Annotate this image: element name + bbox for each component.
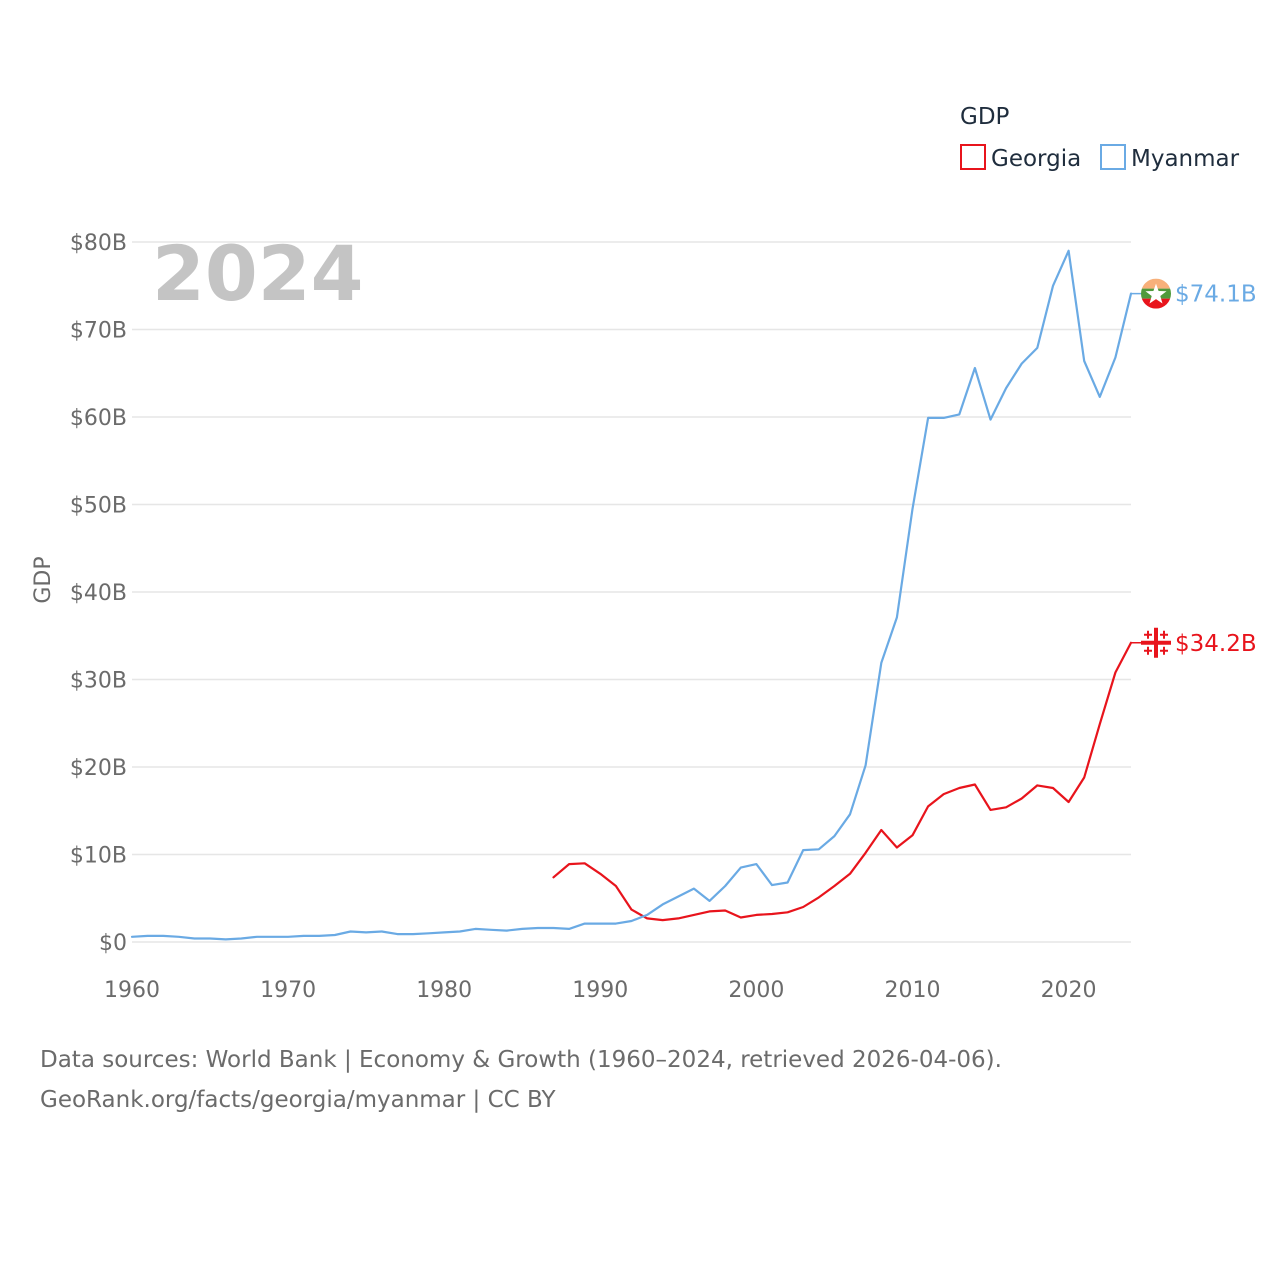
y-tick-label: $20B — [70, 756, 127, 781]
series-line-georgia — [552, 641, 1133, 922]
y-tick-label: $60B — [70, 406, 127, 431]
legend: GDP Georgia Myanmar — [960, 104, 1240, 172]
source-line-2: GeoRank.org/facts/georgia/myanmar | CC B… — [40, 1087, 556, 1113]
gdp-line-chart: $0$10B$20B$30B$40B$50B$60B$70B$80B 1960 1… — [31, 104, 1257, 1003]
y-tick-label: $50B — [70, 494, 127, 519]
legend-swatch-georgia[interactable] — [960, 144, 986, 170]
x-tick-label: 1960 — [104, 978, 160, 1003]
y-tick-label: $40B — [70, 581, 127, 606]
series-end-markers: $34.2B $74.1B — [1131, 278, 1257, 658]
y-axis-title: GDP — [31, 556, 56, 603]
legend-swatch-myanmar[interactable] — [1100, 144, 1126, 170]
end-value-label-georgia: $34.2B — [1175, 631, 1257, 657]
georgia-flag-icon — [1141, 627, 1171, 658]
x-axis: 1960 1970 1980 1990 2000 2010 2020 — [104, 978, 1097, 1003]
x-tick-label: 1990 — [572, 978, 628, 1003]
myanmar-flag-icon — [1141, 278, 1171, 309]
source-line-1: Data sources: World Bank | Economy & Gro… — [40, 1047, 1002, 1073]
end-value-label-myanmar: $74.1B — [1175, 282, 1257, 308]
legend-title: GDP — [960, 104, 1010, 130]
legend-label-georgia[interactable]: Georgia — [991, 146, 1081, 172]
source-note: Data sources: World Bank | Economy & Gro… — [40, 1040, 1240, 1120]
x-tick-label: 2020 — [1041, 978, 1097, 1003]
y-tick-label: $0 — [99, 931, 127, 956]
legend-label-myanmar[interactable]: Myanmar — [1131, 146, 1240, 172]
y-tick-label: $80B — [70, 231, 127, 256]
y-tick-label: $10B — [70, 844, 127, 869]
series-line-myanmar — [130, 249, 1133, 941]
x-tick-label: 1980 — [416, 978, 472, 1003]
x-tick-label: 2010 — [884, 978, 940, 1003]
year-label: 2024 — [152, 229, 364, 318]
x-tick-label: 1970 — [260, 978, 316, 1003]
x-tick-label: 2000 — [728, 978, 784, 1003]
series-lines — [130, 249, 1133, 941]
y-axis: $0 $10B $20B $30B $40B $50B $60B $70B $80B — [70, 231, 127, 956]
y-tick-label: $70B — [70, 319, 127, 344]
y-tick-label: $30B — [70, 669, 127, 694]
gridlines — [132, 241, 1131, 943]
